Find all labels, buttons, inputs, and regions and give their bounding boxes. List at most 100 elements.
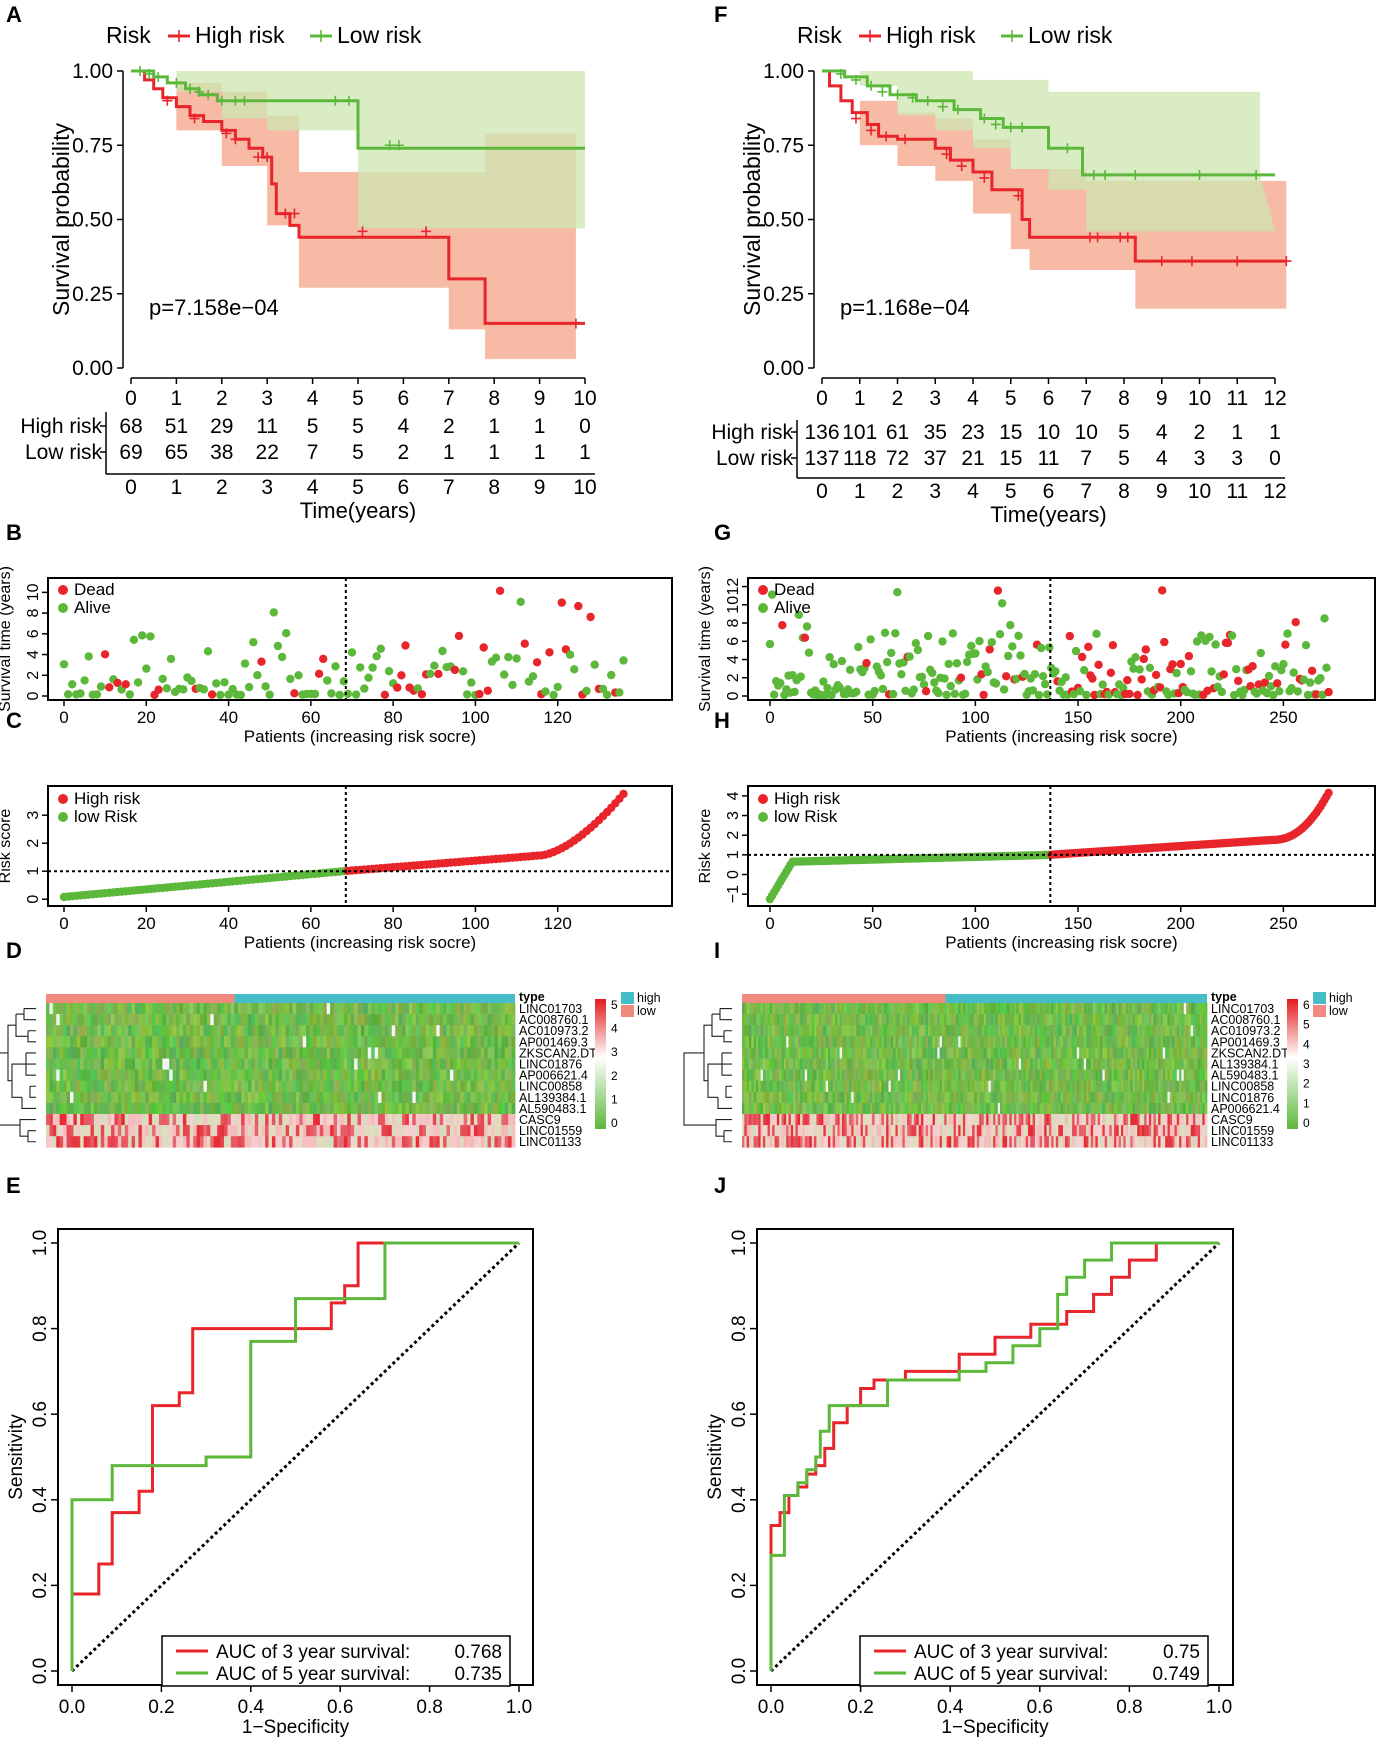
heatmap-cell bbox=[172, 1058, 177, 1070]
patient-point bbox=[331, 662, 340, 671]
heatmap-cell bbox=[941, 1047, 945, 1059]
heatmap-cell bbox=[162, 1080, 167, 1093]
heatmap-cell bbox=[203, 1069, 208, 1081]
heatmap-cell bbox=[244, 1080, 249, 1093]
heatmap-cell bbox=[306, 1125, 310, 1137]
heatmap-cell bbox=[1039, 1036, 1043, 1048]
heatmap-cell bbox=[1037, 1080, 1041, 1093]
heatmap-cell bbox=[911, 1014, 915, 1026]
patient-point bbox=[129, 635, 139, 644]
gene-label: AL590483.1 bbox=[519, 1102, 586, 1116]
heatmap-cell bbox=[755, 1036, 759, 1048]
heatmap-cell bbox=[59, 1069, 64, 1081]
heatmap-cell bbox=[439, 1102, 444, 1115]
heatmap-cell bbox=[463, 1114, 468, 1126]
heatmap-cell bbox=[837, 1058, 841, 1070]
heatmap-cell bbox=[1130, 1036, 1134, 1048]
heatmap-cell bbox=[467, 1025, 471, 1037]
heatmap-cell bbox=[152, 1136, 156, 1148]
heatmap-cell bbox=[234, 1125, 239, 1137]
y-tick-label: 2 bbox=[725, 673, 742, 682]
heatmap-cell bbox=[326, 1080, 331, 1093]
heatmap-cell bbox=[1097, 1025, 1101, 1037]
heatmap-cell bbox=[425, 1091, 430, 1104]
legend-dot bbox=[758, 603, 768, 613]
heatmap-cell bbox=[453, 1014, 458, 1026]
heatmap-cell bbox=[49, 1114, 54, 1126]
heatmap-cell bbox=[934, 1025, 938, 1037]
heatmap-cell bbox=[107, 1036, 112, 1048]
heatmap-cell bbox=[179, 1125, 184, 1137]
heatmap-cell bbox=[1165, 1091, 1168, 1104]
heatmap-cell bbox=[241, 1114, 245, 1126]
heatmap-cell bbox=[463, 1102, 468, 1115]
heatmap-cell bbox=[944, 1003, 947, 1015]
heatmap-cell bbox=[111, 1125, 115, 1137]
heatmap-cell bbox=[90, 1025, 95, 1037]
heatmap-cell bbox=[432, 1136, 437, 1148]
heatmap-cell bbox=[1046, 1014, 1050, 1026]
heatmap-cell bbox=[138, 1080, 143, 1093]
heatmap-cell bbox=[497, 1058, 502, 1070]
heatmap-cell bbox=[1197, 1036, 1201, 1048]
heatmap-cell bbox=[104, 1125, 109, 1137]
heatmap-cell bbox=[323, 1058, 328, 1070]
heatmap-cell bbox=[821, 1025, 824, 1037]
heatmap-cell bbox=[117, 1069, 122, 1081]
heatmap-cell bbox=[463, 1136, 468, 1148]
heatmap-cell bbox=[841, 1047, 845, 1059]
heatmap-cell bbox=[302, 1102, 307, 1115]
heatmap-cell bbox=[760, 1080, 764, 1093]
heatmap-cell bbox=[988, 1069, 992, 1081]
heatmap-cell bbox=[802, 1014, 806, 1026]
heatmap-cell bbox=[937, 1058, 941, 1070]
heatmap-cell bbox=[107, 1125, 112, 1137]
heatmap-cell bbox=[336, 1136, 341, 1148]
heatmap-cell bbox=[254, 1058, 259, 1070]
heatmap-cell bbox=[1107, 1047, 1110, 1059]
heatmap-cell bbox=[962, 1091, 966, 1104]
heatmap-cell bbox=[816, 1069, 820, 1081]
heatmap-cell bbox=[776, 1080, 780, 1093]
heatmap-cell bbox=[788, 1003, 792, 1015]
heatmap-cell bbox=[326, 1136, 331, 1148]
heatmap-cell bbox=[1148, 1091, 1152, 1104]
heatmap-cell bbox=[988, 1014, 992, 1026]
y-tick-label: 6 bbox=[25, 629, 42, 638]
heatmap-cell bbox=[69, 1014, 74, 1026]
heatmap-cell bbox=[169, 1003, 174, 1015]
heatmap-cell bbox=[1025, 1014, 1029, 1026]
legend-title: Risk bbox=[797, 22, 842, 48]
heatmap-cell bbox=[391, 1114, 396, 1126]
heatmap-cell bbox=[786, 1080, 789, 1093]
heatmap-cell bbox=[793, 1069, 796, 1081]
censor-mark bbox=[1100, 169, 1111, 180]
heatmap-cell bbox=[1179, 1091, 1182, 1104]
heatmap-cell bbox=[1174, 1025, 1178, 1037]
heatmap-cell bbox=[1051, 1036, 1054, 1048]
heatmap-cell bbox=[107, 1025, 112, 1037]
patient-point bbox=[1301, 641, 1311, 650]
heatmap-cell bbox=[795, 1102, 799, 1115]
heatmap-cell bbox=[946, 1102, 950, 1115]
patient-point bbox=[905, 652, 914, 661]
heatmap-cell bbox=[1083, 1036, 1087, 1048]
heatmap-cell bbox=[802, 1091, 806, 1104]
heatmap-cell bbox=[921, 1102, 924, 1115]
heatmap-cell bbox=[419, 1125, 423, 1137]
heatmap-cell bbox=[1197, 1003, 1201, 1015]
x-tick-label: 60 bbox=[301, 708, 320, 727]
heatmap-cell bbox=[456, 1136, 461, 1148]
heatmap-cell bbox=[1034, 1014, 1038, 1026]
heatmap-cell bbox=[343, 1036, 348, 1048]
heatmap-cell bbox=[1146, 1058, 1150, 1070]
heatmap-cell bbox=[1137, 1058, 1140, 1070]
heatmap-cell bbox=[1169, 1091, 1173, 1104]
heatmap-cell bbox=[90, 1080, 95, 1093]
heatmap-cell bbox=[1086, 1025, 1089, 1037]
heatmap-cell bbox=[319, 1058, 324, 1070]
heatmap-cell bbox=[1079, 1047, 1082, 1059]
heatmap-cell bbox=[1153, 1080, 1157, 1093]
heatmap-cell bbox=[1160, 1047, 1164, 1059]
patient-point bbox=[942, 690, 951, 700]
